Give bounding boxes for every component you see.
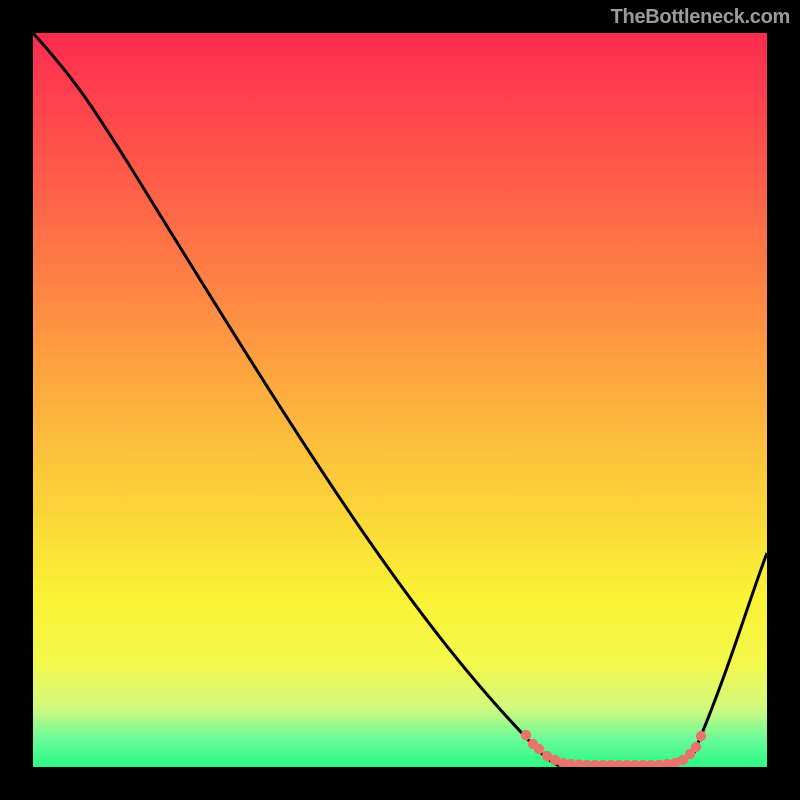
chart-svg (33, 33, 767, 767)
chart-frame: TheBottleneck.com (0, 0, 800, 800)
curve-marker (521, 730, 531, 740)
curve-marker (691, 742, 701, 752)
gradient-background (33, 33, 767, 767)
attribution-text: TheBottleneck.com (611, 6, 790, 29)
curve-marker (696, 731, 706, 741)
plot-area (33, 33, 767, 767)
curve-marker (534, 744, 544, 754)
